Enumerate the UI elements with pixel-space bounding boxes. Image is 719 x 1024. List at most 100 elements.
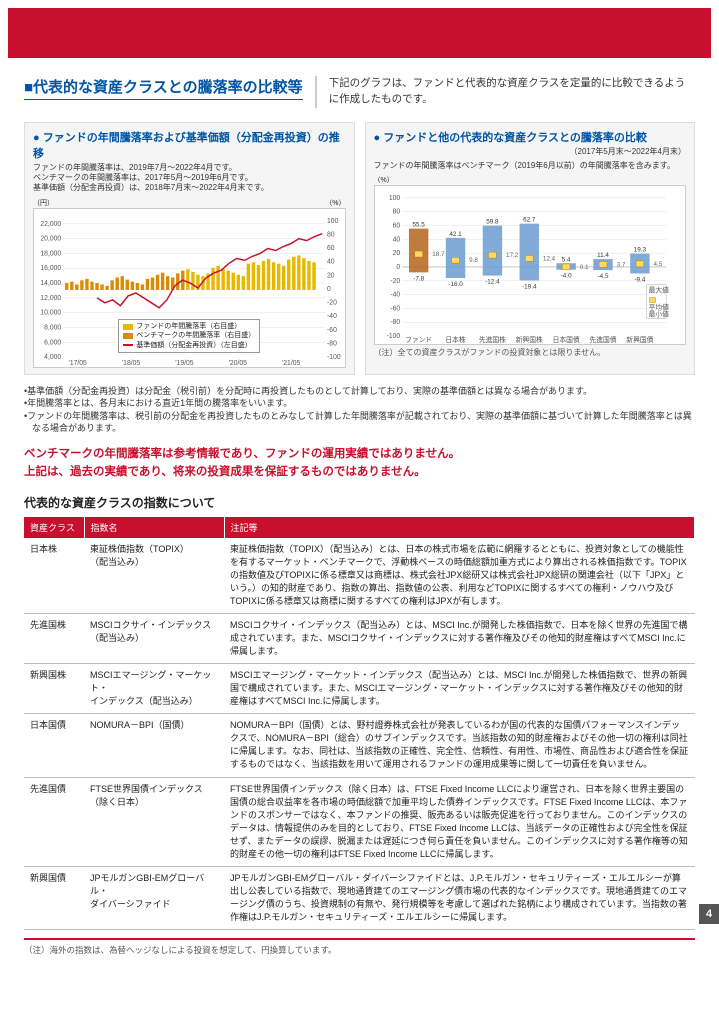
svg-text:-19.4: -19.4 — [522, 284, 537, 291]
chart1-sub1: ファンドの年間騰落率は、2019年7月〜2022年4月です。 — [33, 163, 346, 173]
section-header: ■代表的な資産クラスとの騰落率の比較等 下記のグラフは、ファンドと代表的な資産ク… — [24, 76, 695, 108]
svg-text:100: 100 — [327, 217, 339, 224]
svg-text:最小値: 最小値 — [648, 310, 669, 319]
svg-text:8,000: 8,000 — [44, 324, 61, 331]
svg-text:40: 40 — [392, 237, 400, 244]
svg-text:18.7: 18.7 — [432, 251, 445, 258]
index-name: MSCIコクサイ・インデックス （配当込み） — [84, 614, 224, 664]
svg-text:0.1: 0.1 — [579, 264, 588, 271]
chart1-area: 22,00020,00018,00016,00014,00012,00010,0… — [33, 208, 346, 368]
svg-text:80: 80 — [327, 231, 335, 238]
note-item: •基準価額（分配金再投資）は分配金（税引前）を分配時に再投資したものとして計算し… — [24, 385, 695, 398]
svg-text:'19/05: '19/05 — [175, 360, 193, 367]
table-row: 新興国株MSCIエマージング・マーケット・ インデックス（配当込み）MSCIエマ… — [24, 664, 695, 714]
svg-text:-20: -20 — [327, 299, 337, 306]
svg-text:62.7: 62.7 — [523, 217, 536, 224]
svg-text:14,000: 14,000 — [40, 280, 61, 287]
chart1-legend-c: 基準価額（分配金再投資）（左目盛） — [136, 341, 252, 350]
svg-text:0: 0 — [327, 286, 331, 293]
table-header: 指数名 — [84, 517, 224, 538]
svg-text:日本株: 日本株 — [445, 335, 466, 344]
chart2-area: 100806040200-20-40-60-80-100 ファンド日本株先進国株… — [374, 185, 687, 345]
index-note: FTSE世界国債インデックス（除く日本）は、FTSE Fixed Income … — [224, 777, 695, 866]
svg-text:'20/05: '20/05 — [229, 360, 247, 367]
index-note: NOMURA－BPI（国債）とは、野村證券株式会社が発表しているわが国の代表的な… — [224, 714, 695, 777]
svg-text:先進国債: 先進国債 — [589, 335, 616, 344]
table-row: 日本国債NOMURA－BPI（国債）NOMURA－BPI（国債）とは、野村證券株… — [24, 714, 695, 777]
chart1-title: ● ファンドの年間騰落率および基準価額（分配金再投資）の推移 — [33, 129, 346, 161]
svg-text:'17/05: '17/05 — [69, 360, 87, 367]
chart2-sub2: ファンドの年間騰落率はベンチマーク（2019年6月以前）の年間騰落率を含みます。 — [374, 161, 687, 171]
index-name: MSCIエマージング・マーケット・ インデックス（配当込み） — [84, 664, 224, 714]
svg-text:19.3: 19.3 — [633, 247, 646, 254]
svg-text:16,000: 16,000 — [40, 265, 61, 272]
table-header: 注記等 — [224, 517, 695, 538]
svg-text:新興国債: 新興国債 — [626, 335, 653, 344]
note-item: •年間騰落率とは、各月末における直近1年間の騰落率をいいます。 — [24, 397, 695, 410]
svg-text:-60: -60 — [390, 306, 400, 313]
section-subtitle: 下記のグラフは、ファンドと代表的な資産クラスを定量的に比較できるように作成したも… — [315, 76, 695, 108]
svg-text:-16.0: -16.0 — [448, 281, 463, 288]
svg-text:-12.4: -12.4 — [485, 279, 500, 286]
svg-text:-100: -100 — [327, 354, 341, 361]
asset-class: 日本国債 — [24, 714, 84, 777]
red-notice-2: 上記は、過去の実績であり、将来の投資成果を保証するものではありません。 — [24, 463, 695, 481]
svg-text:18,000: 18,000 — [40, 250, 61, 257]
table-header: 資産クラス — [24, 517, 84, 538]
note-item: •ファンドの年間騰落率は、税引前の分配金を再投資したものとみなして計算した年間騰… — [24, 410, 695, 435]
asset-class: 日本株 — [24, 538, 84, 614]
chart1-legend-b: ベンチマークの年間騰落率（右目盛） — [136, 331, 255, 340]
charts-row: ● ファンドの年間騰落率および基準価額（分配金再投資）の推移 ファンドの年間騰落… — [24, 122, 695, 375]
svg-text:-4.0: -4.0 — [560, 273, 571, 280]
svg-text:20: 20 — [392, 250, 400, 257]
svg-text:'21/05: '21/05 — [282, 360, 300, 367]
svg-text:100: 100 — [388, 195, 400, 202]
index-name: NOMURA－BPI（国債） — [84, 714, 224, 777]
svg-text:-100: -100 — [386, 333, 400, 340]
svg-text:新興国株: 新興国株 — [515, 335, 542, 344]
red-notice-1: ベンチマークの年間騰落率は参考情報であり、ファンドの運用実績ではありません。 — [24, 445, 695, 463]
svg-text:12,000: 12,000 — [40, 294, 61, 301]
chart2-y-unit: （%） — [374, 175, 687, 185]
svg-text:-9.4: -9.4 — [634, 277, 645, 284]
index-note: JPモルガンGBI-EMグローバル・ダイバーシファイドとは、J.P.モルガン・セ… — [224, 866, 695, 929]
asset-class: 新興国株 — [24, 664, 84, 714]
chart1-legend-a: ファンドの年間騰落率（右目盛） — [136, 322, 241, 331]
svg-text:20: 20 — [327, 272, 335, 279]
red-notice: ベンチマークの年間騰落率は参考情報であり、ファンドの運用実績ではありません。 上… — [24, 445, 695, 482]
svg-text:先進国株: 先進国株 — [478, 335, 505, 344]
asset-class: 先進国債 — [24, 777, 84, 866]
index-table: 資産クラス指数名注記等 日本株東証株価指数（TOPIX） （配当込み）東証株価指… — [24, 517, 695, 930]
svg-text:-40: -40 — [327, 313, 337, 320]
index-name: JPモルガンGBI-EMグローバル・ ダイバーシファイド — [84, 866, 224, 929]
svg-text:9.8: 9.8 — [469, 257, 478, 264]
svg-text:80: 80 — [392, 209, 400, 216]
asset-class: 新興国債 — [24, 866, 84, 929]
svg-text:最大値: 最大値 — [648, 286, 669, 295]
svg-text:4,000: 4,000 — [44, 354, 61, 361]
svg-text:3.7: 3.7 — [616, 262, 625, 269]
svg-text:平均値: 平均値 — [648, 303, 669, 312]
svg-text:-80: -80 — [390, 319, 400, 326]
chart2-panel: ● ファンドと他の代表的な資産クラスとの騰落率の比較 （2017年5月末〜202… — [365, 122, 696, 375]
index-name: FTSE世界国債インデックス （除く日本） — [84, 777, 224, 866]
svg-text:日本国債: 日本国債 — [552, 335, 579, 344]
svg-text:6,000: 6,000 — [44, 339, 61, 346]
chart1-sub3: 基準価額（分配金再投資）は、2018年7月末〜2022年4月末です。 — [33, 183, 346, 193]
page-number: 4 — [699, 904, 719, 924]
index-note: 東証株価指数（TOPIX）（配当込み）とは、日本の株式市場を広範に網羅するととも… — [224, 538, 695, 614]
svg-text:60: 60 — [327, 245, 335, 252]
svg-text:17.2: 17.2 — [505, 252, 518, 259]
svg-text:55.5: 55.5 — [412, 222, 425, 229]
chart1-legend: ファンドの年間騰落率（右目盛） ベンチマークの年間騰落率（右目盛） 基準価額（分… — [118, 319, 260, 352]
index-name: 東証株価指数（TOPIX） （配当込み） — [84, 538, 224, 614]
notes-list: •基準価額（分配金再投資）は分配金（税引前）を分配時に再投資したものとして計算し… — [24, 385, 695, 435]
index-note: MSCIエマージング・マーケット・インデックス（配当込み）とは、MSCI Inc… — [224, 664, 695, 714]
chart1-yl-unit: （円） — [33, 198, 54, 208]
table-row: 日本株東証株価指数（TOPIX） （配当込み）東証株価指数（TOPIX）（配当込… — [24, 538, 695, 614]
svg-text:22,000: 22,000 — [40, 220, 61, 227]
svg-text:42.1: 42.1 — [449, 231, 462, 238]
asset-class: 先進国株 — [24, 614, 84, 664]
chart1-yr-unit: （%） — [325, 198, 345, 208]
chart2-sub1: （2017年5月末〜2022年4月末） — [374, 147, 687, 157]
